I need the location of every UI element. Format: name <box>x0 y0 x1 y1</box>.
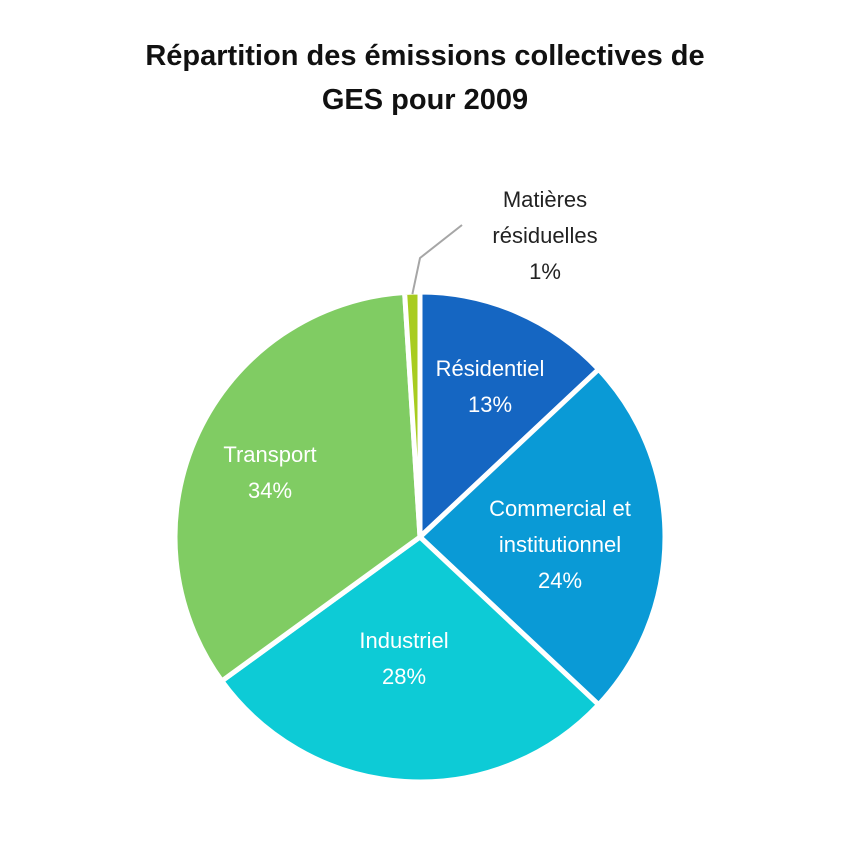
slice-value-label: 13% <box>468 392 512 417</box>
slice-label-1: Résidentiel 13% <box>436 356 545 417</box>
chart-title-line-2: GES pour 2009 <box>321 84 529 116</box>
slice-category-label: Transport <box>223 442 316 467</box>
slice-label-5: Matières résiduelles 1% <box>492 187 597 284</box>
slice-value-label: 1% <box>529 259 561 284</box>
slice-value-label: 34% <box>248 478 292 503</box>
slice-label-3: Industriel 28% <box>359 628 448 689</box>
slice-category-label: Industriel <box>359 628 448 653</box>
pie-slice-2 <box>417 366 668 708</box>
pie-slice-1 <box>417 289 602 540</box>
chart-title-line-1: Répartition des émissions collectives de <box>145 40 705 72</box>
slice-value-label: 28% <box>382 664 426 689</box>
slice-category-label: Commercial et <box>489 496 631 521</box>
pie-slice-3 <box>219 534 602 785</box>
slice-label-4: Transport 34% <box>223 442 316 503</box>
slice-label-2: Commercial et institutionnel 24% <box>489 496 631 593</box>
slice-category-label: Matières <box>503 187 587 212</box>
pie-slice-4 <box>172 289 423 684</box>
slice-value-label: 24% <box>538 568 582 593</box>
slice-category-label: institutionnel <box>499 532 621 557</box>
slice-category-label: Résidentiel <box>436 356 545 381</box>
slice-category-label: résiduelles <box>492 223 597 248</box>
leader-line <box>411 224 463 295</box>
chart-title: Répartition des émissions collectives de… <box>0 34 850 122</box>
